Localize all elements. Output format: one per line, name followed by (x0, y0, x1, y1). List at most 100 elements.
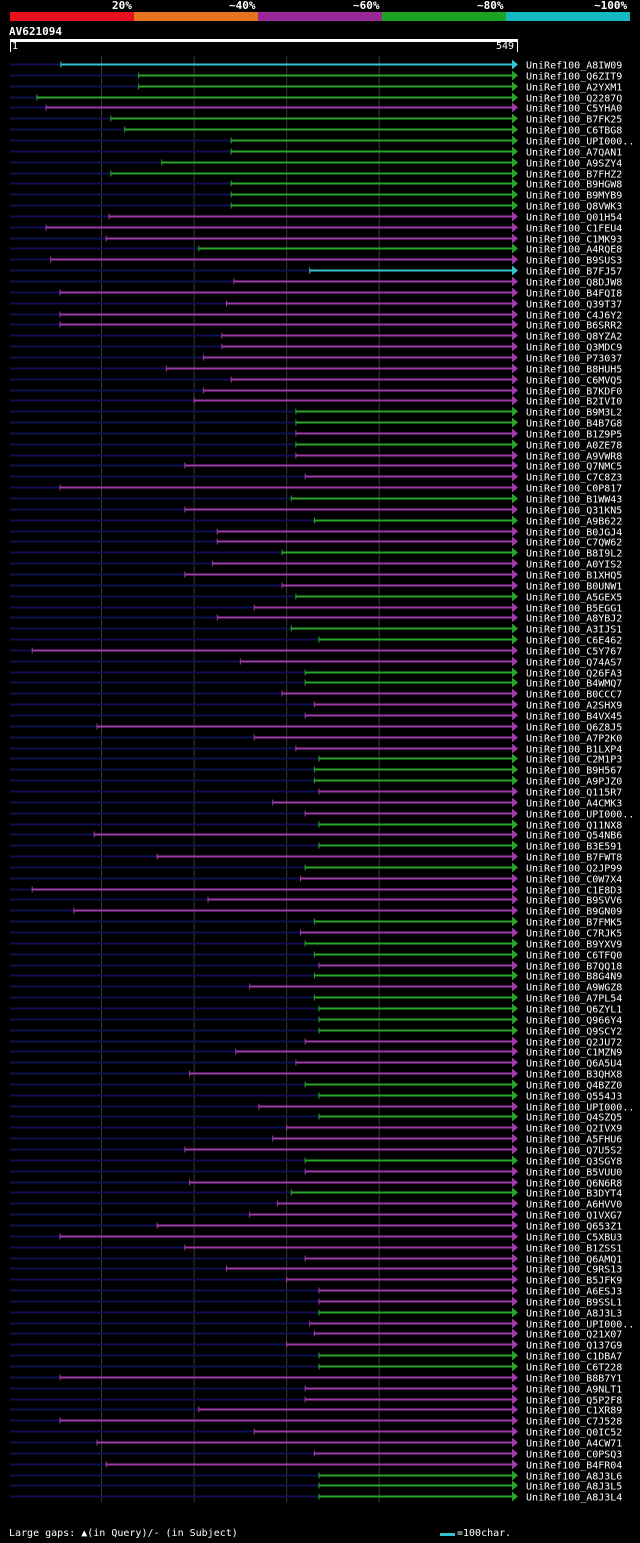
hit-end-arrow (512, 667, 518, 678)
hit-end-arrow (512, 504, 518, 515)
hit-end-arrow (512, 1014, 518, 1025)
hit-end-arrow (512, 1448, 518, 1459)
hit-end-arrow (512, 699, 518, 710)
hit-end-arrow (512, 732, 518, 743)
hit-label: UniRef100_A9PJZ0 (526, 777, 622, 788)
hit-label: UniRef100_B1ZSS1 (526, 1244, 622, 1255)
hit-end-arrow (512, 1101, 518, 1112)
hit-end-arrow (512, 92, 518, 103)
hit-end-arrow (512, 884, 518, 895)
hit-end-arrow (512, 960, 518, 971)
hit-end-arrow (512, 243, 518, 254)
hit-label: UniRef100_A9VWR8 (526, 452, 622, 463)
hit-label: UniRef100_B9SVV6 (526, 896, 622, 907)
identity-color-scale (10, 12, 630, 21)
hit-end-arrow (512, 634, 518, 645)
hit-label: UniRef100_Q01H54 (526, 213, 622, 224)
hit-end-arrow (512, 309, 518, 320)
hit-end-arrow (512, 1437, 518, 1448)
hit-label: UniRef100_A9WGZ8 (526, 983, 622, 994)
hit-label: UniRef100_B7FK25 (526, 115, 622, 126)
hit-end-arrow (512, 981, 518, 992)
hit-end-arrow (512, 645, 518, 656)
hit-end-arrow (512, 254, 518, 265)
hit-end-arrow (512, 1339, 518, 1350)
ruler-start-label: 1 (12, 41, 19, 52)
hit-label: UniRef100_B8B7Y1 (526, 1374, 622, 1385)
hit-label: UniRef100_A8IW09 (526, 61, 622, 72)
legend-large-gaps: Large gaps: ▲(in Query)/- (in Subject) (9, 1528, 238, 1539)
hit-end-arrow (512, 1383, 518, 1394)
hit-end-arrow (512, 189, 518, 200)
hit-label: UniRef100_B8G4N9 (526, 972, 622, 983)
hit-end-arrow (512, 819, 518, 830)
hit-end-arrow (512, 862, 518, 873)
hit-end-arrow (512, 721, 518, 732)
hit-label: UniRef100_A2YXM1 (526, 83, 622, 94)
hit-label: UniRef100_B7FWT8 (526, 853, 622, 864)
hit-label: UniRef100_A5FHU6 (526, 1135, 622, 1146)
hit-label: UniRef100_A7P2K0 (526, 734, 622, 745)
hit-end-arrow (512, 753, 518, 764)
hit-end-arrow (512, 829, 518, 840)
hit-end-arrow (512, 1057, 518, 1068)
hit-label: UniRef100_Q8YZA2 (526, 332, 622, 343)
hit-label: UniRef100_B1Z9P5 (526, 430, 622, 441)
hit-label: UniRef100_Q39T37 (526, 300, 622, 311)
hit-label: UniRef100_C1DBA7 (526, 1352, 622, 1363)
hit-label: UniRef100_A8YBJ2 (526, 614, 622, 625)
legend-scale-text: =100char. (457, 1528, 512, 1539)
hit-end-arrow (512, 1480, 518, 1491)
hit-label: UniRef100_B1XHQ5 (526, 571, 622, 582)
hit-label: UniRef100_Q137G9 (526, 1341, 622, 1352)
hit-end-arrow (512, 265, 518, 276)
hit-end-arrow (512, 102, 518, 113)
hit-label: UniRef100_A5GEX5 (526, 593, 622, 604)
hit-end-arrow (512, 482, 518, 493)
hit-label: UniRef100_A8J3L5 (526, 1482, 622, 1493)
hit-label: UniRef100_Q2JU72 (526, 1038, 622, 1049)
hit-label: UniRef100_C0PSQ3 (526, 1450, 622, 1461)
hit-end-arrow (512, 135, 518, 146)
hit-end-arrow (512, 1090, 518, 1101)
hit-end-arrow (512, 1046, 518, 1057)
hit-label: UniRef100_UPI000.. (526, 810, 634, 821)
hit-label: UniRef100_B2IVI0 (526, 397, 622, 408)
hit-end-arrow (512, 1350, 518, 1361)
hit-label: UniRef100_C6TFQ0 (526, 951, 622, 962)
hit-label: UniRef100_B5EGG1 (526, 604, 622, 615)
hit-label: UniRef100_A8J3L4 (526, 1493, 622, 1504)
hit-label: UniRef100_Q74AS7 (526, 658, 622, 669)
hit-end-arrow (512, 1231, 518, 1242)
hit-end-arrow (512, 515, 518, 526)
ruler-end-tick (517, 42, 518, 52)
hit-end-arrow (512, 840, 518, 851)
identity-band-80 (382, 12, 506, 21)
hit-label: UniRef100_A9SZY4 (526, 159, 622, 170)
hit-label: UniRef100_B7FMK5 (526, 918, 622, 929)
hit-end-arrow (512, 927, 518, 938)
identity-band-40 (134, 12, 258, 21)
hit-end-arrow (512, 688, 518, 699)
hit-end-arrow (512, 287, 518, 298)
hit-label: UniRef100_B9M3L2 (526, 408, 622, 419)
hit-end-arrow (512, 319, 518, 330)
hit-end-arrow (512, 460, 518, 471)
hit-label: UniRef100_A6HVV0 (526, 1200, 622, 1211)
hit-label: UniRef100_Q6N6R8 (526, 1179, 622, 1190)
hit-label: UniRef100_UPI000.. (526, 137, 634, 148)
hit-end-arrow (512, 1361, 518, 1372)
hit-end-arrow (512, 970, 518, 981)
hit-label: UniRef100_B5VUU0 (526, 1168, 622, 1179)
hit-end-arrow (512, 113, 518, 124)
hit-end-arrow (512, 222, 518, 233)
legend-scale: =100char. (440, 1529, 511, 1539)
hit-end-arrow (512, 623, 518, 634)
hit-label: UniRef100_Q6AMQ1 (526, 1255, 622, 1266)
hit-label: UniRef100_B4FR04 (526, 1461, 622, 1472)
hit-label: UniRef100_C6E462 (526, 636, 622, 647)
hit-label: UniRef100_B4B7G8 (526, 419, 622, 430)
hit-end-arrow (512, 580, 518, 591)
hit-end-arrow (512, 157, 518, 168)
hit-end-arrow (512, 905, 518, 916)
